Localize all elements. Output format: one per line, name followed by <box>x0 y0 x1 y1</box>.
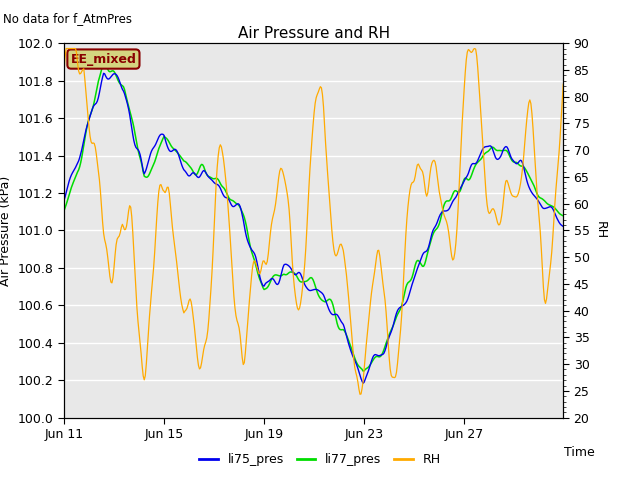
Title: Air Pressure and RH: Air Pressure and RH <box>237 25 390 41</box>
Text: No data for f_AtmPres: No data for f_AtmPres <box>3 12 132 25</box>
Legend: li75_pres, li77_pres, RH: li75_pres, li77_pres, RH <box>194 448 446 471</box>
Y-axis label: Air Pressure (kPa): Air Pressure (kPa) <box>0 175 12 286</box>
Text: Time: Time <box>564 446 595 459</box>
Y-axis label: RH: RH <box>593 221 606 240</box>
Text: EE_mixed: EE_mixed <box>70 53 136 66</box>
